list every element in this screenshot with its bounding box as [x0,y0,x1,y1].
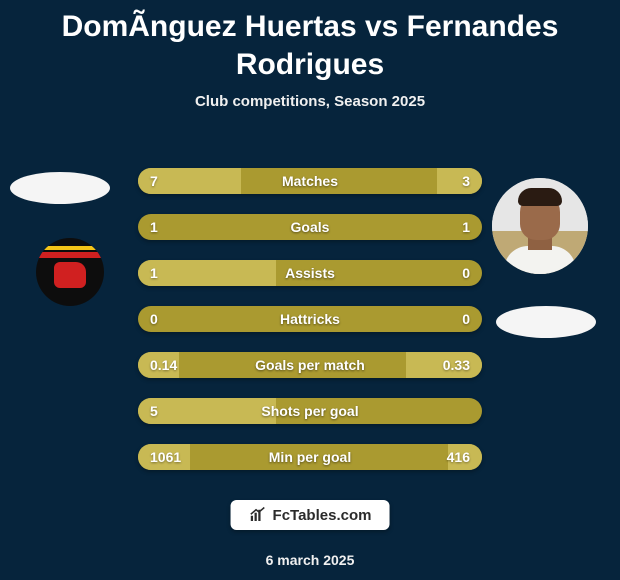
stat-label: Hattricks [138,306,482,332]
stat-row: Shots per goal5 [138,398,482,424]
stat-label: Min per goal [138,444,482,470]
stat-label: Goals [138,214,482,240]
stat-value-left: 0.14 [150,352,177,378]
stat-row: Assists1 0 [138,260,482,286]
stat-value-left: 1 [150,260,158,286]
stat-row: Goals per match0.14 0.33 [138,352,482,378]
comparison-card: DomÃ­nguez Huertas vs Fernandes Rodrigue… [0,0,620,580]
stat-value-right: 1 [462,214,470,240]
stat-label: Matches [138,168,482,194]
watermark-badge: FcTables.com [231,500,390,530]
stat-value-right: 416 [447,444,470,470]
stat-row: Min per goal1061 416 [138,444,482,470]
stat-value-right: 0 [462,260,470,286]
stat-row: Goals1 1 [138,214,482,240]
page-title: DomÃ­nguez Huertas vs Fernandes Rodrigue… [0,0,620,85]
stat-value-right: 0.33 [443,352,470,378]
stat-label: Shots per goal [138,398,482,424]
stat-value-right: 3 [462,168,470,194]
stat-value-left: 5 [150,398,158,424]
stat-value-left: 7 [150,168,158,194]
stats-list: Matches73Goals11Assists10Hattricks00Goal… [0,168,620,490]
watermark-text: FcTables.com [273,507,372,524]
page-subtitle: Club competitions, Season 2025 [0,85,620,110]
stat-label: Assists [138,260,482,286]
date-label: 6 march 2025 [0,552,620,568]
stat-value-left: 1061 [150,444,181,470]
stat-value-right: 0 [462,306,470,332]
stat-label: Goals per match [138,352,482,378]
chart-icon [249,506,267,524]
stat-row: Matches7 3 [138,168,482,194]
stat-value-left: 0 [150,306,158,332]
stat-value-left: 1 [150,214,158,240]
stat-row: Hattricks0 0 [138,306,482,332]
